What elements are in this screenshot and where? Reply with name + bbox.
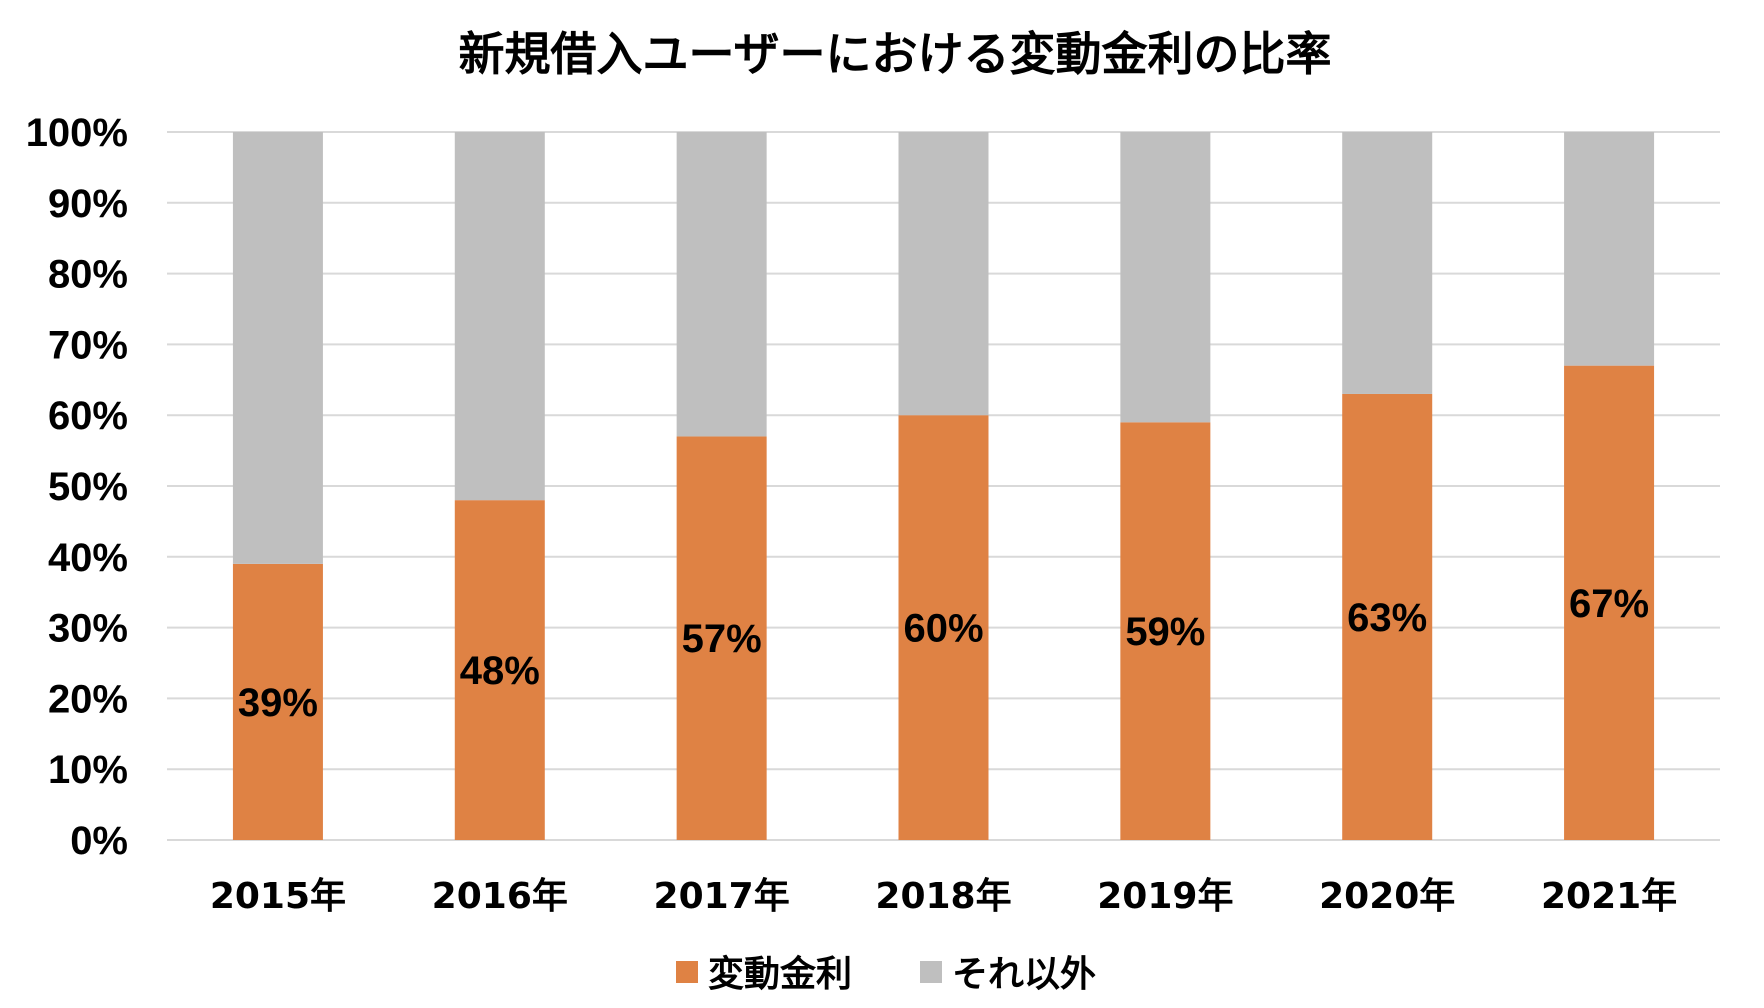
data-labels: 39% 48% 57% 60% 59% 63% 67% xyxy=(238,582,1649,725)
bars xyxy=(232,132,1655,840)
y-tick-label: 0% xyxy=(70,819,128,863)
data-label: 60% xyxy=(903,607,983,651)
y-tick-label: 20% xyxy=(48,677,128,721)
data-label: 57% xyxy=(682,617,762,661)
y-tick-label: 80% xyxy=(48,253,128,297)
y-tick-label: 30% xyxy=(48,607,128,651)
y-tick-label: 70% xyxy=(48,323,128,367)
chart-title: 新規借入ユーザーにおける変動金利の比率 xyxy=(458,27,1331,81)
bar-segment-variable-rate xyxy=(676,436,767,840)
bar-segment-variable-rate xyxy=(1120,422,1211,840)
bar-segment-other xyxy=(1120,132,1211,423)
x-axis-ticks: 2015年 2016年 2017年 2018年 2019年 2020年 2021年 xyxy=(210,876,1677,917)
data-label: 48% xyxy=(460,649,540,693)
data-label: 39% xyxy=(238,681,318,725)
y-tick-label: 60% xyxy=(48,394,128,438)
bar-segment-other xyxy=(454,132,545,501)
y-tick-label: 50% xyxy=(48,465,128,509)
legend: 変動金利 それ以外 xyxy=(676,953,1096,995)
x-tick-label: 2021年 xyxy=(1541,876,1677,917)
y-tick-label: 100% xyxy=(26,111,128,155)
x-tick-label: 2017年 xyxy=(654,876,790,917)
legend-label-variable-rate: 変動金利 xyxy=(708,953,852,995)
bar-segment-variable-rate xyxy=(1342,393,1433,840)
x-tick-label: 2018年 xyxy=(875,876,1011,917)
data-label: 59% xyxy=(1125,610,1205,654)
bar-segment-variable-rate xyxy=(232,563,323,840)
bar-segment-other xyxy=(232,132,323,564)
y-tick-label: 40% xyxy=(48,536,128,580)
y-tick-label: 10% xyxy=(48,748,128,792)
x-tick-label: 2016年 xyxy=(432,876,568,917)
bar-segment-other xyxy=(898,132,989,416)
legend-label-other: それ以外 xyxy=(952,954,1096,995)
bar-segment-variable-rate xyxy=(1564,365,1655,840)
bar-segment-other xyxy=(676,132,767,437)
bar-segment-other xyxy=(1564,132,1655,366)
legend-swatch-other xyxy=(920,961,942,983)
x-tick-label: 2020年 xyxy=(1319,876,1455,917)
bar-segment-other xyxy=(1342,132,1433,394)
y-tick-label: 90% xyxy=(48,182,128,226)
bar-segment-variable-rate xyxy=(454,500,545,840)
legend-swatch-variable-rate xyxy=(676,961,698,983)
y-axis-ticks: 0% 10% 20% 30% 40% 50% 60% 70% 80% 90% 100% xyxy=(26,111,128,863)
data-label: 63% xyxy=(1347,596,1427,640)
bar-segment-variable-rate xyxy=(898,415,989,840)
x-tick-label: 2015年 xyxy=(210,876,346,917)
data-label: 67% xyxy=(1569,582,1649,626)
x-tick-label: 2019年 xyxy=(1097,876,1233,917)
